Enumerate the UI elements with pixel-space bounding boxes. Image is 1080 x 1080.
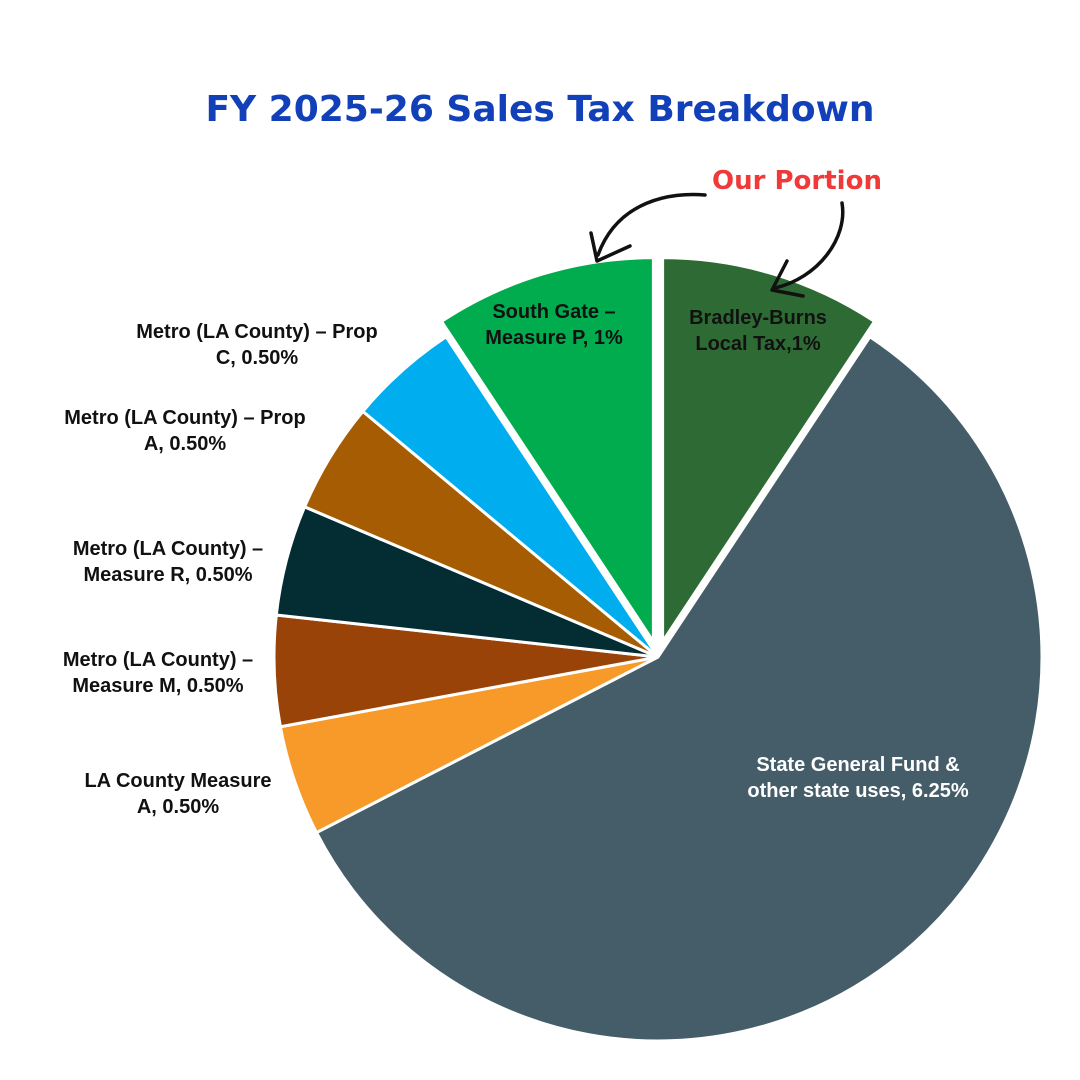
- slice-label-line: C, 0.50%: [216, 347, 298, 369]
- slice-label-line: Measure M, 0.50%: [72, 675, 243, 697]
- slice-label-line: Local Tax,1%: [695, 333, 820, 355]
- slice-label-1: State General Fund & other state uses, 6.…: [747, 754, 968, 802]
- pie-slice-0: [661, 256, 877, 647]
- pie-slice-1: [314, 334, 1044, 1043]
- slice-label-line: A, 0.50%: [137, 796, 219, 818]
- slice-label-line: Metro (LA County) – Prop: [64, 407, 305, 429]
- slice-label-3: Metro (LA County) – Measure M, 0.50%: [63, 649, 253, 697]
- our-portion-annotation: Our Portion: [712, 166, 882, 196]
- slice-label-6: Metro (LA County) – Prop C, 0.50%: [136, 321, 377, 369]
- arrow-to-south-gate: [596, 192, 707, 257]
- arrow-head-bradley-burns: [770, 259, 805, 298]
- slice-label-line: Bradley-Burns: [689, 307, 827, 329]
- annotation-arrows: [589, 192, 845, 298]
- slice-label-2: LA County Measure A, 0.50%: [84, 770, 271, 818]
- slice-label-line: Measure R, 0.50%: [84, 564, 253, 586]
- slice-label-line: South Gate –: [492, 301, 615, 323]
- slice-label-line: State General Fund &: [756, 754, 959, 776]
- slice-label-line: Metro (LA County) – Prop: [136, 321, 377, 343]
- slice-label-5: Metro (LA County) – Prop A, 0.50%: [64, 407, 305, 455]
- slice-label-4: Metro (LA County) – Measure R, 0.50%: [73, 538, 263, 586]
- arrow-to-bradley-burns: [773, 201, 845, 290]
- slice-labels: Bradley-Burns Local Tax,1% State General F…: [63, 301, 969, 818]
- slice-label-0: Bradley-Burns Local Tax,1%: [689, 307, 827, 355]
- slice-label-line: other state uses, 6.25%: [747, 780, 968, 802]
- slice-label-7: South Gate – Measure P, 1%: [485, 301, 623, 349]
- chart-title: FY 2025-26 Sales Tax Breakdown: [205, 89, 874, 130]
- pie-slice-7: [439, 256, 655, 647]
- arrow-head-south-gate: [589, 231, 632, 263]
- slice-label-line: Measure P, 1%: [485, 327, 623, 349]
- pie-slices: [272, 256, 1044, 1043]
- slice-label-line: LA County Measure: [84, 770, 271, 792]
- slice-label-line: Metro (LA County) –: [73, 538, 263, 560]
- slice-label-line: A, 0.50%: [144, 433, 226, 455]
- pie-slice-6: [360, 334, 660, 659]
- slice-label-line: Metro (LA County) –: [63, 649, 253, 671]
